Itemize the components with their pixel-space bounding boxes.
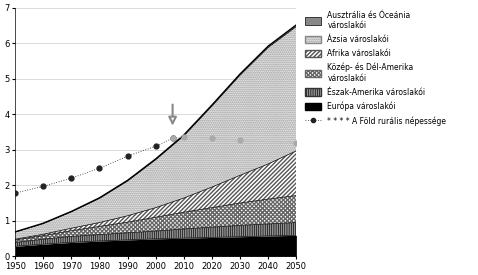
Legend: Ausztrália és Óceánia
városlakói, Ázsia városlakói, Afrika városlakói, Közép- és: Ausztrália és Óceánia városlakói, Ázsia …	[303, 9, 448, 127]
